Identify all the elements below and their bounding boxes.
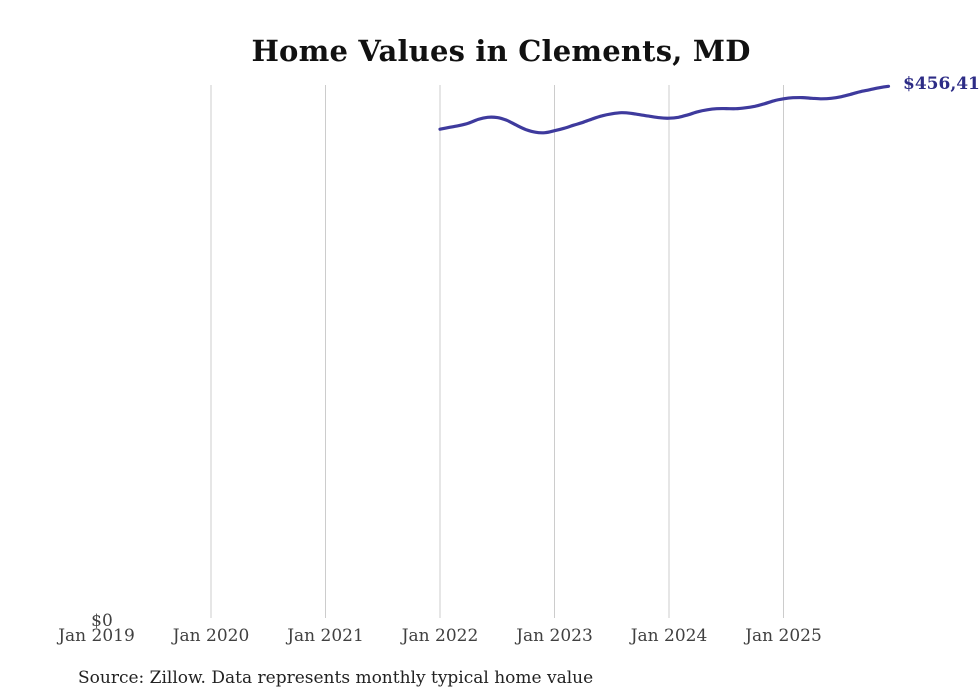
home-value-line bbox=[438, 84, 891, 135]
x-tick-label: Jan 2020 bbox=[172, 626, 250, 646]
x-tick-label: Jan 2021 bbox=[287, 626, 364, 646]
end-value-label: $456,413 bbox=[903, 74, 980, 94]
x-tick-label: Jan 2023 bbox=[516, 626, 593, 646]
x-tick-label: Jan 2025 bbox=[745, 626, 822, 646]
x-tick-label: Jan 2019 bbox=[58, 626, 135, 646]
y-axis-zero-label: $0 bbox=[91, 611, 113, 631]
x-tick-label: Jan 2024 bbox=[630, 626, 708, 646]
source-note: Source: Zillow. Data represents monthly … bbox=[78, 668, 594, 688]
chart-title: Home Values in Clements, MD bbox=[251, 34, 751, 68]
x-tick-label: Jan 2022 bbox=[401, 626, 479, 646]
